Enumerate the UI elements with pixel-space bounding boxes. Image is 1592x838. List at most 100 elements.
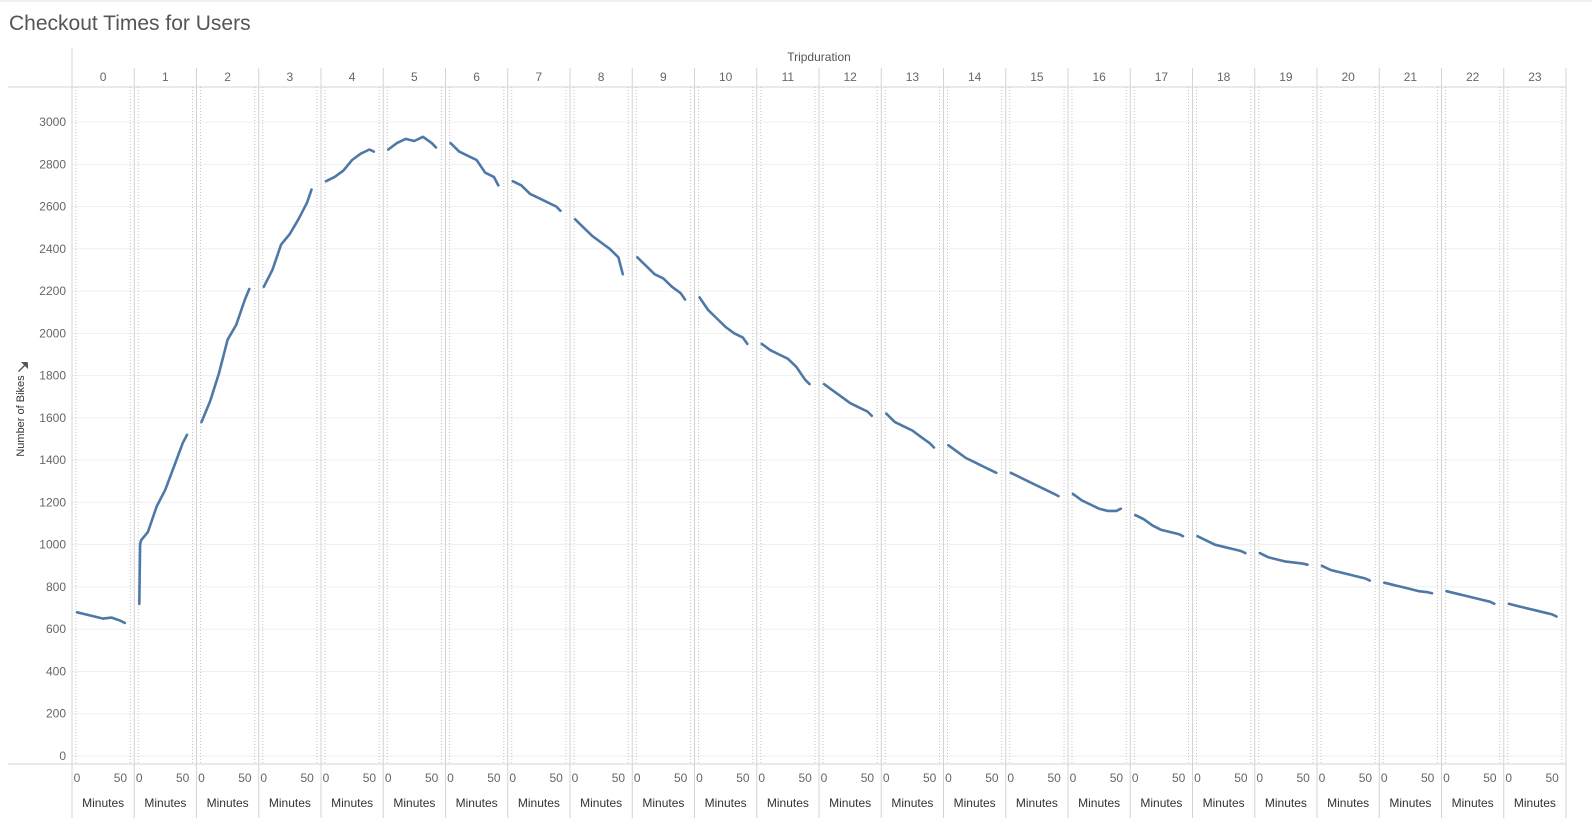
series-line-hour-7: [511, 179, 562, 213]
hour-label: 12: [843, 70, 857, 84]
x-tick-label: 0: [758, 771, 765, 785]
series-line-hour-6: [449, 141, 500, 187]
series-line-hour-8: [573, 217, 625, 276]
minutes-label: Minutes: [144, 796, 186, 810]
x-tick-label: 50: [612, 771, 626, 785]
y-tick-label: 2400: [39, 242, 66, 256]
x-tick-label: 0: [1443, 771, 1450, 785]
x-tick-label: 50: [487, 771, 501, 785]
column-header-title: Tripduration: [787, 50, 851, 64]
chart-frame: [0, 0, 1592, 818]
minutes-label: Minutes: [705, 796, 747, 810]
minutes-label: Minutes: [1327, 796, 1369, 810]
hour-label: 13: [906, 70, 920, 84]
x-tick-label: 0: [136, 771, 143, 785]
x-tick-label: 50: [1359, 771, 1373, 785]
y-tick-label: 400: [46, 664, 66, 678]
series-line-hour-2: [200, 287, 251, 424]
minutes-label: Minutes: [580, 796, 622, 810]
series-line-hour-19: [1258, 551, 1309, 567]
x-tick-label: 0: [1007, 771, 1014, 785]
pin-icon[interactable]: [18, 362, 28, 372]
x-tick-label: 0: [74, 771, 81, 785]
y-tick-label: 1000: [39, 538, 66, 552]
series-line-hour-18: [1196, 534, 1247, 555]
hour-label: 17: [1155, 70, 1169, 84]
minutes-label: Minutes: [1016, 796, 1058, 810]
y-tick-label: 200: [46, 707, 66, 721]
hour-label: 18: [1217, 70, 1231, 84]
minutes-label: Minutes: [82, 796, 124, 810]
x-tick-label: 0: [447, 771, 454, 785]
hour-label: 16: [1092, 70, 1106, 84]
x-tick-label: 50: [923, 771, 937, 785]
minutes-label: Minutes: [331, 796, 373, 810]
x-tick-label: 0: [509, 771, 516, 785]
series-line-hour-0: [75, 610, 127, 625]
minutes-label: Minutes: [1514, 796, 1556, 810]
x-tick-label: 50: [799, 771, 813, 785]
minutes-label: Minutes: [829, 796, 871, 810]
series-line-hour-3: [262, 188, 313, 289]
hour-label: 6: [473, 70, 480, 84]
minutes-label: Minutes: [1203, 796, 1245, 810]
x-tick-label: 50: [1483, 771, 1497, 785]
x-tick-label: 50: [1234, 771, 1248, 785]
x-tick-label: 0: [1132, 771, 1139, 785]
x-tick-label: 0: [821, 771, 828, 785]
hour-label: 0: [100, 70, 107, 84]
minutes-label: Minutes: [456, 796, 498, 810]
x-tick-label: 0: [1319, 771, 1326, 785]
minutes-label: Minutes: [207, 796, 249, 810]
y-tick-label: 2800: [39, 157, 66, 171]
minutes-label: Minutes: [1078, 796, 1120, 810]
y-tick-label: 1200: [39, 495, 66, 509]
x-tick-label: 50: [114, 771, 128, 785]
hour-label: 8: [598, 70, 605, 84]
x-tick-label: 0: [198, 771, 205, 785]
x-tick-label: 50: [425, 771, 439, 785]
x-tick-label: 0: [260, 771, 267, 785]
minutes-label: Minutes: [954, 796, 996, 810]
series-line-hour-14: [947, 443, 998, 475]
y-tick-label: 2000: [39, 326, 66, 340]
x-tick-label: 0: [883, 771, 890, 785]
series-line-hour-9: [635, 255, 687, 301]
x-tick-label: 0: [323, 771, 330, 785]
x-tick-label: 0: [572, 771, 579, 785]
series-line-hour-13: [884, 412, 936, 449]
minutes-label: Minutes: [642, 796, 684, 810]
y-tick-label: 600: [46, 622, 66, 636]
hour-label: 15: [1030, 70, 1044, 84]
hour-label: 1: [162, 70, 169, 84]
series-line-hour-23: [1507, 602, 1558, 618]
x-tick-label: 0: [696, 771, 703, 785]
hour-header-row: 0 1 2 3 4 5 6 7 8 9 10 11 12 13 14 15 16 17 18 19 20 21 22 23: [100, 70, 1542, 84]
x-tick-label: 50: [1110, 771, 1124, 785]
series-line-hour-12: [822, 382, 874, 418]
minutes-label: Minutes: [891, 796, 933, 810]
minutes-label-row: Minutes Minutes Minutes Minutes Minutes Minut…: [82, 796, 1556, 810]
y-axis-title: Number of Bikes: [15, 375, 27, 457]
y-tick-label: 2600: [39, 200, 66, 214]
x-tick-label: 0: [945, 771, 952, 785]
y-tick-label: 0: [59, 749, 66, 763]
hour-label: 3: [287, 70, 294, 84]
hour-label: 19: [1279, 70, 1293, 84]
y-axis-ticks: 0 200 400 600 800 1000 1200 1400 1600 1800 2000 220…: [39, 115, 66, 763]
minutes-label: Minutes: [1265, 796, 1307, 810]
minutes-label: Minutes: [269, 796, 311, 810]
x-tick-label: 50: [1297, 771, 1311, 785]
series-line-hour-17: [1134, 513, 1185, 538]
y-tick-label: 2200: [39, 284, 66, 298]
series-line-hour-5: [386, 135, 438, 151]
panel-dividers: [75, 68, 1567, 818]
hour-label: 7: [536, 70, 543, 84]
x-tick-label: 50: [550, 771, 564, 785]
x-tick-label: 50: [1172, 771, 1186, 785]
y-tick-label: 3000: [39, 115, 66, 129]
x-tick-label: 0: [1256, 771, 1263, 785]
hour-label: 23: [1528, 70, 1542, 84]
x-tick-label: 0: [1381, 771, 1388, 785]
